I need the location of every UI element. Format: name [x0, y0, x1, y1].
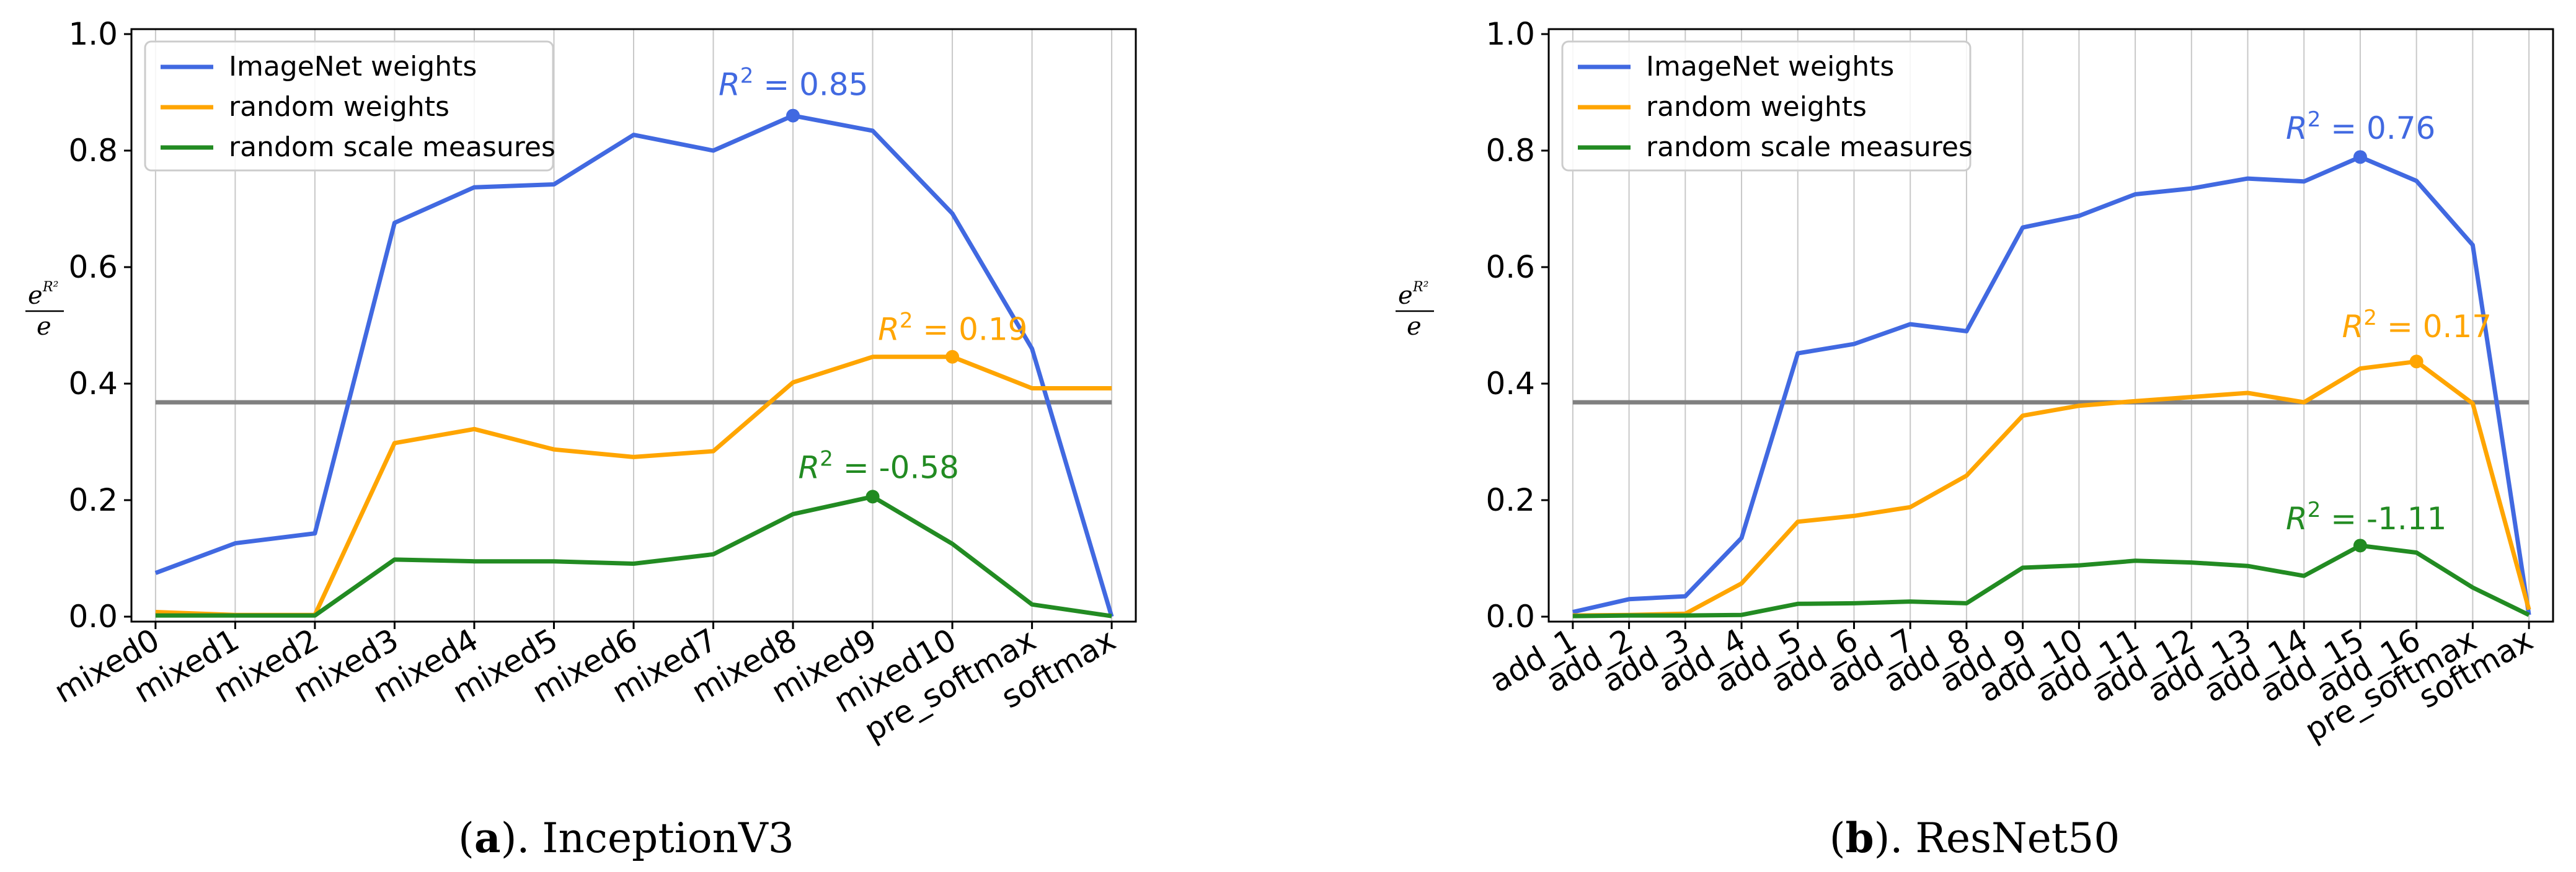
- panel-a-markers: [786, 108, 960, 504]
- legend-label: random scale measures: [1646, 131, 1973, 163]
- legend-label: ImageNet weights: [229, 51, 477, 82]
- r2-annotation: R2 = 0.85: [719, 64, 868, 103]
- panel-b-y-axis-label: e R²e: [1396, 280, 1434, 341]
- r2-marker: [865, 490, 880, 504]
- series-line-random-weights: [1572, 359, 2531, 618]
- r2-annotation: R2 = -0.58: [799, 446, 959, 485]
- r2-annotation: R2 = 0.19: [878, 309, 1027, 348]
- r2-marker: [2353, 539, 2367, 553]
- y-tick-label: 0.4: [1485, 366, 1535, 402]
- legend-label: random scale measures: [229, 131, 555, 163]
- y-tick-label: 0.2: [68, 482, 118, 518]
- r2-annotation: R2 = 0.17: [2342, 306, 2492, 345]
- r2-marker: [2353, 150, 2367, 164]
- y-tick-label: 0.6: [1485, 249, 1535, 285]
- panel-b-markers: [2353, 150, 2423, 553]
- y-tick-label: 0.8: [68, 133, 118, 169]
- legend-box: [1561, 40, 1972, 172]
- series-line-random-scale-measures: [1572, 543, 2530, 619]
- r2-annotation: R2 = -1.11: [2286, 498, 2446, 537]
- panel-a-x-ticks: mixed0mixed1mixed2mixed3mixed4mixed5mixe…: [48, 622, 1122, 749]
- y-label-exponent: R²: [1412, 280, 1428, 295]
- panel-a-y-axis-label: e R²e: [25, 280, 64, 341]
- panel-a-r2-labels: R2 = 0.85 R2 = 0.19 R2 = -0.58: [719, 64, 1027, 486]
- y-label-denominator: e: [1407, 312, 1422, 341]
- panel-b-legend: ImageNet weights random weights random sca…: [1561, 40, 1973, 172]
- r2-annotation: R2 = 0.76: [2286, 107, 2435, 146]
- y-tick-label: 0.2: [1485, 482, 1535, 518]
- y-label-numerator: e: [28, 281, 43, 310]
- r2-marker: [786, 108, 800, 123]
- panel-b-axes-frame: [1547, 28, 2554, 623]
- y-tick-label: 0.4: [68, 366, 118, 402]
- panel-b-y-ticks: 0.0 0.2 0.4 0.6 0.8 1.0: [1485, 16, 1549, 635]
- panel-a-legend: ImageNet weights random weights random sca…: [144, 40, 555, 172]
- panel-b-r2-labels: R2 = 0.76 R2 = 0.17 R2 = -1.11: [2286, 107, 2492, 537]
- r2-marker: [945, 350, 960, 364]
- y-tick-label: 0.6: [68, 249, 118, 285]
- panel-a-caption: (a). InceptionV3: [458, 814, 794, 862]
- y-tick-label: 1.0: [1485, 16, 1535, 52]
- legend-box: [144, 40, 554, 172]
- y-label-denominator: e: [37, 312, 51, 341]
- legend-label: random weights: [1646, 91, 1867, 123]
- r2-marker: [2409, 355, 2423, 369]
- panel-a-y-ticks: 0.0 0.2 0.4 0.6 0.8 1.0: [68, 16, 131, 635]
- y-label-exponent: R²: [42, 280, 58, 295]
- y-tick-label: 0.0: [1485, 599, 1535, 635]
- y-tick-label: 1.0: [68, 16, 118, 52]
- series-line-imagenet-weights: [1572, 154, 2531, 615]
- panel-b-x-ticks: add_1add_2add_3add_4add_5add_6add_7add_8…: [1484, 622, 2539, 749]
- y-label-numerator: e: [1398, 281, 1413, 310]
- legend-label: ImageNet weights: [1646, 51, 1894, 82]
- y-tick-label: 0.0: [68, 599, 118, 635]
- legend-label: random weights: [229, 91, 449, 123]
- panel-b-caption: (b). ResNet50: [1830, 814, 2120, 862]
- y-tick-label: 0.8: [1485, 133, 1535, 169]
- panel-b-series: [1572, 154, 2531, 619]
